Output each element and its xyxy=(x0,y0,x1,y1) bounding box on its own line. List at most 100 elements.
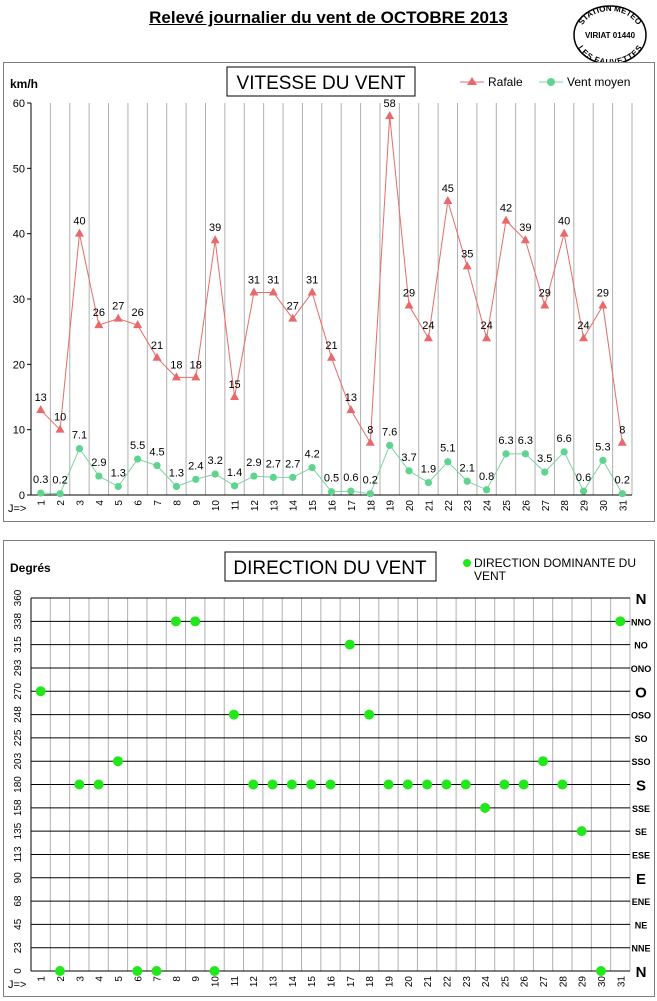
rafale-data-label: 35 xyxy=(461,248,473,260)
vent-moyen-data-label: 3.5 xyxy=(537,453,552,465)
vent-moyen-data-label: 0.2 xyxy=(363,475,378,487)
rafale-data-label: 24 xyxy=(422,320,434,332)
direction-marker xyxy=(306,779,317,790)
rafale-data-label: 39 xyxy=(209,222,221,234)
x-tick-label: 10 xyxy=(211,976,222,988)
x-tick-label: 27 xyxy=(539,976,550,988)
x-tick-label: 20 xyxy=(405,500,416,512)
direction-marker xyxy=(402,779,413,790)
compass-label: NE xyxy=(635,920,648,930)
x-tick-label: 25 xyxy=(500,976,511,988)
compass-label: SSE xyxy=(632,804,650,814)
rafale-marker xyxy=(55,424,65,433)
vent-moyen-data-label: 0.8 xyxy=(479,471,494,483)
vent-moyen-marker xyxy=(463,477,471,485)
direction-marker xyxy=(170,616,181,627)
direction-marker xyxy=(499,779,510,790)
x-tick-label: 8 xyxy=(172,976,183,982)
x-tick-label: 31 xyxy=(616,976,627,988)
vent-moyen-marker xyxy=(56,490,64,498)
y-tick-label: 20 xyxy=(13,359,25,371)
direction-marker xyxy=(344,639,355,650)
vent-moyen-data-label: 5.1 xyxy=(440,443,455,455)
vent-moyen-data-label: 2.4 xyxy=(188,460,203,472)
vent-moyen-marker xyxy=(211,470,219,478)
rafale-data-label: 18 xyxy=(170,359,182,371)
direction-marker xyxy=(209,966,220,976)
x-tick-label: 7 xyxy=(153,976,164,982)
vent-moyen-marker xyxy=(269,473,277,481)
direction-marker xyxy=(93,779,104,790)
rafale-data-label: 29 xyxy=(597,288,609,300)
stamp-top-text: STATION METEO xyxy=(577,4,644,26)
rafale-marker xyxy=(152,352,162,361)
vent-moyen-marker xyxy=(153,462,161,470)
station-stamp: STATION METEO VIRIAT 01440 LES FAUVETTES xyxy=(573,4,647,66)
y-tick-label: 40 xyxy=(13,229,25,241)
rafale-data-label: 24 xyxy=(480,320,492,332)
rafale-data-label: 26 xyxy=(93,307,105,319)
rafale-data-label: 18 xyxy=(190,359,202,371)
compass-label: E xyxy=(636,871,646,888)
rafale-marker xyxy=(598,300,608,309)
vent-moyen-marker xyxy=(424,478,433,487)
y-tick-label: 68 xyxy=(13,895,24,907)
chart-title-box xyxy=(224,551,437,582)
x-tick-label: 3 xyxy=(75,976,86,982)
rafale-marker xyxy=(327,352,336,361)
rafale-data-label: 26 xyxy=(132,307,144,319)
rafale-data-label: 21 xyxy=(325,340,337,352)
rafale-data-label: 40 xyxy=(558,216,570,228)
vent-moyen-data-label: 6.3 xyxy=(498,435,513,447)
direction-marker xyxy=(112,756,123,767)
x-tick-label: 14 xyxy=(289,500,300,512)
rafale-marker xyxy=(191,372,201,381)
rafale-marker xyxy=(443,196,453,204)
vent-moyen-marker xyxy=(95,472,103,480)
y-tick-label: 180 xyxy=(13,776,24,793)
page-title: Relevé journalier du vent de OCTOBRE 201… xyxy=(149,8,508,27)
x-tick-label: 26 xyxy=(521,500,532,512)
direction-marker xyxy=(74,779,85,790)
direction-marker xyxy=(228,709,239,720)
direction-marker xyxy=(325,779,336,790)
vent-moyen-data-label: 5.5 xyxy=(130,440,145,452)
rafale-marker xyxy=(346,405,356,414)
x-tick-label: 30 xyxy=(599,500,610,512)
y-tick-label: 293 xyxy=(13,659,24,676)
direction-marker xyxy=(557,779,568,790)
vent-moyen-marker xyxy=(230,482,239,490)
x-tick-label: 24 xyxy=(481,976,492,988)
vent-moyen-data-label: 7.1 xyxy=(72,430,87,442)
direction-marker xyxy=(286,779,297,790)
direction-marker xyxy=(596,966,607,976)
y-tick-label: 135 xyxy=(13,822,24,839)
direction-marker xyxy=(538,756,549,767)
rafale-marker xyxy=(230,392,240,400)
compass-label: ENE xyxy=(632,897,651,907)
rafale-marker xyxy=(579,333,589,342)
rafale-data-label: 39 xyxy=(519,222,531,234)
vent-moyen-marker xyxy=(482,486,491,494)
y-tick-label: 270 xyxy=(13,682,24,699)
x-tick-label: 6 xyxy=(133,976,144,982)
compass-label: NNE xyxy=(631,944,650,954)
x-tick-label: 12 xyxy=(250,500,261,512)
x-tick-label: 17 xyxy=(347,500,358,512)
rafale-data-label: 8 xyxy=(367,425,373,437)
x-tick-label: 4 xyxy=(95,976,106,982)
direction-marker xyxy=(54,966,65,976)
y-tick-label: 203 xyxy=(13,752,24,769)
vent-moyen-data-label: 0.3 xyxy=(33,474,48,486)
vent-moyen-marker xyxy=(114,482,122,491)
vent-moyen-data-label: 4.2 xyxy=(304,449,319,461)
x-tick-label: 20 xyxy=(404,976,415,988)
vent-moyen-marker xyxy=(579,487,588,495)
direction-marker xyxy=(480,802,491,813)
rafale-data-label: 42 xyxy=(500,203,512,215)
rafale-marker xyxy=(249,287,259,296)
x-tick-label: 12 xyxy=(249,976,260,988)
x-tick-label: 6 xyxy=(134,500,145,506)
x-tick-label: 16 xyxy=(328,500,339,512)
rafale-data-label: 13 xyxy=(345,392,357,404)
